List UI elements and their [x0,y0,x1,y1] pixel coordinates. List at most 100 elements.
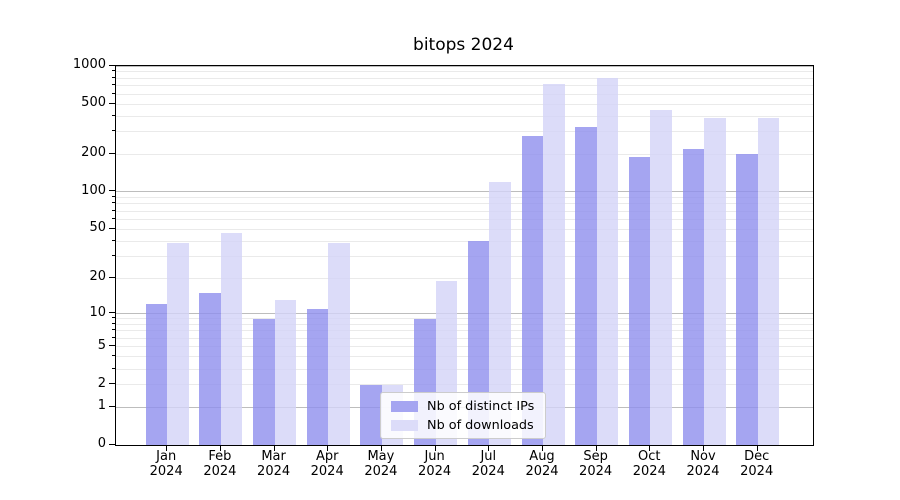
y-tick-label: 200 [81,145,106,161]
y-tick-minor [112,239,115,241]
y-tick-label: 2 [97,375,106,391]
gridline-minor [116,77,813,79]
gridline-minor [116,153,813,155]
bar-nb-of-distinct-ips-may [360,384,382,445]
y-tick-label: 1000 [72,57,106,72]
x-tick-label: Jan 2024 [149,449,183,479]
bar-nb-of-distinct-ips-nov [682,148,704,445]
x-tick [488,445,490,451]
gridline-minor [116,197,813,198]
bar-nb-of-downloads-apr [328,242,350,445]
x-tick [434,445,436,451]
bar-nb-of-distinct-ips-jan [145,304,168,445]
gridline-minor [116,384,813,386]
gridline-major [116,65,813,67]
x-tick-label: May 2024 [364,449,398,479]
y-tick-label: 5 [97,337,106,353]
y-tick-label: 100 [81,182,106,198]
y-tick [109,405,115,407]
gridline-minor [116,93,813,95]
legend-item-distinct-ips: Nb of distinct IPs [381,399,545,414]
gridline-minor [116,318,813,320]
y-tick-minor [112,84,115,85]
gridline-minor [116,228,813,230]
x-tick [703,445,704,451]
bar-nb-of-distinct-ips-oct [628,156,651,445]
x-tick-label: Aug 2024 [525,449,559,479]
bar-nb-of-downloads-mar [274,300,297,445]
y-tick [109,312,115,313]
y-tick-minor [112,218,115,219]
bar-nb-of-distinct-ips-sep [575,126,597,445]
gridline-minor [116,324,813,325]
gridline-minor [116,330,813,332]
x-tick-label: Mar 2024 [257,449,291,479]
x-tick [542,445,543,451]
gridline-minor [116,71,813,73]
x-tick-label: Apr 2024 [310,449,344,479]
y-tick-minor [112,130,115,132]
bar-nb-of-distinct-ips-dec [736,154,758,445]
y-tick-minor [112,202,115,204]
gridline-minor [116,210,813,212]
x-tick-label: Feb 2024 [203,449,237,479]
gridline-minor [116,240,813,242]
bar-nb-of-downloads-nov [704,117,726,445]
y-tick-label: 0 [97,436,106,451]
gridline-minor [116,277,813,279]
gridline-minor [116,103,813,105]
x-tick [219,445,221,451]
legend-label-downloads: Nb of downloads [427,417,534,433]
gridline-major [116,191,813,193]
gridline-minor [116,356,813,358]
gridline-minor [116,256,813,258]
y-tick-minor [112,114,115,116]
bar-nb-of-downloads-sep [596,78,619,445]
x-tick-label: Sep 2024 [579,449,613,479]
y-tick [109,443,115,445]
x-tick [380,445,382,451]
x-tick [327,445,329,451]
bar-nb-of-distinct-ips-aug [521,135,543,445]
y-tick [109,276,115,278]
y-tick-label: 10 [89,304,106,320]
y-tick-minor [112,92,115,94]
plot-area [115,65,814,446]
y-tick [109,64,115,66]
gridline-minor [116,115,813,117]
gridline-minor [116,219,813,220]
gridline-minor [116,337,813,339]
legend-swatch-distinct-ips [391,400,418,412]
bar-nb-of-distinct-ips-feb [199,292,221,445]
gridline-minor [116,85,813,86]
gridline-minor [116,131,813,133]
x-tick [273,445,275,451]
y-tick-minor [112,355,115,357]
gridline-minor [116,346,813,348]
bar-nb-of-distinct-ips-apr [306,308,329,445]
y-tick-label: 20 [89,269,106,284]
y-tick [109,345,115,347]
legend-label-distinct-ips: Nb of distinct IPs [427,398,535,414]
gridline-minor [116,368,813,370]
y-tick-minor [112,317,115,319]
y-tick-minor [112,367,115,369]
legend-item-downloads: Nb of downloads [381,418,545,433]
x-tick [595,445,597,451]
chart-title: bitops 2024 [413,35,514,55]
y-tick-label: 1 [97,398,106,413]
y-tick-minor [112,323,115,324]
y-tick-minor [112,70,115,72]
gridline-minor [116,203,813,205]
bar-nb-of-downloads-feb [220,232,243,445]
bar-nb-of-downloads-jan [167,242,189,445]
x-tick [166,445,168,451]
y-tick [109,190,115,192]
y-tick [109,383,115,385]
x-tick-label: Jun 2024 [418,449,452,479]
y-tick [109,102,115,104]
y-tick [109,152,115,154]
y-tick [109,227,115,229]
y-tick-minor [112,329,115,331]
